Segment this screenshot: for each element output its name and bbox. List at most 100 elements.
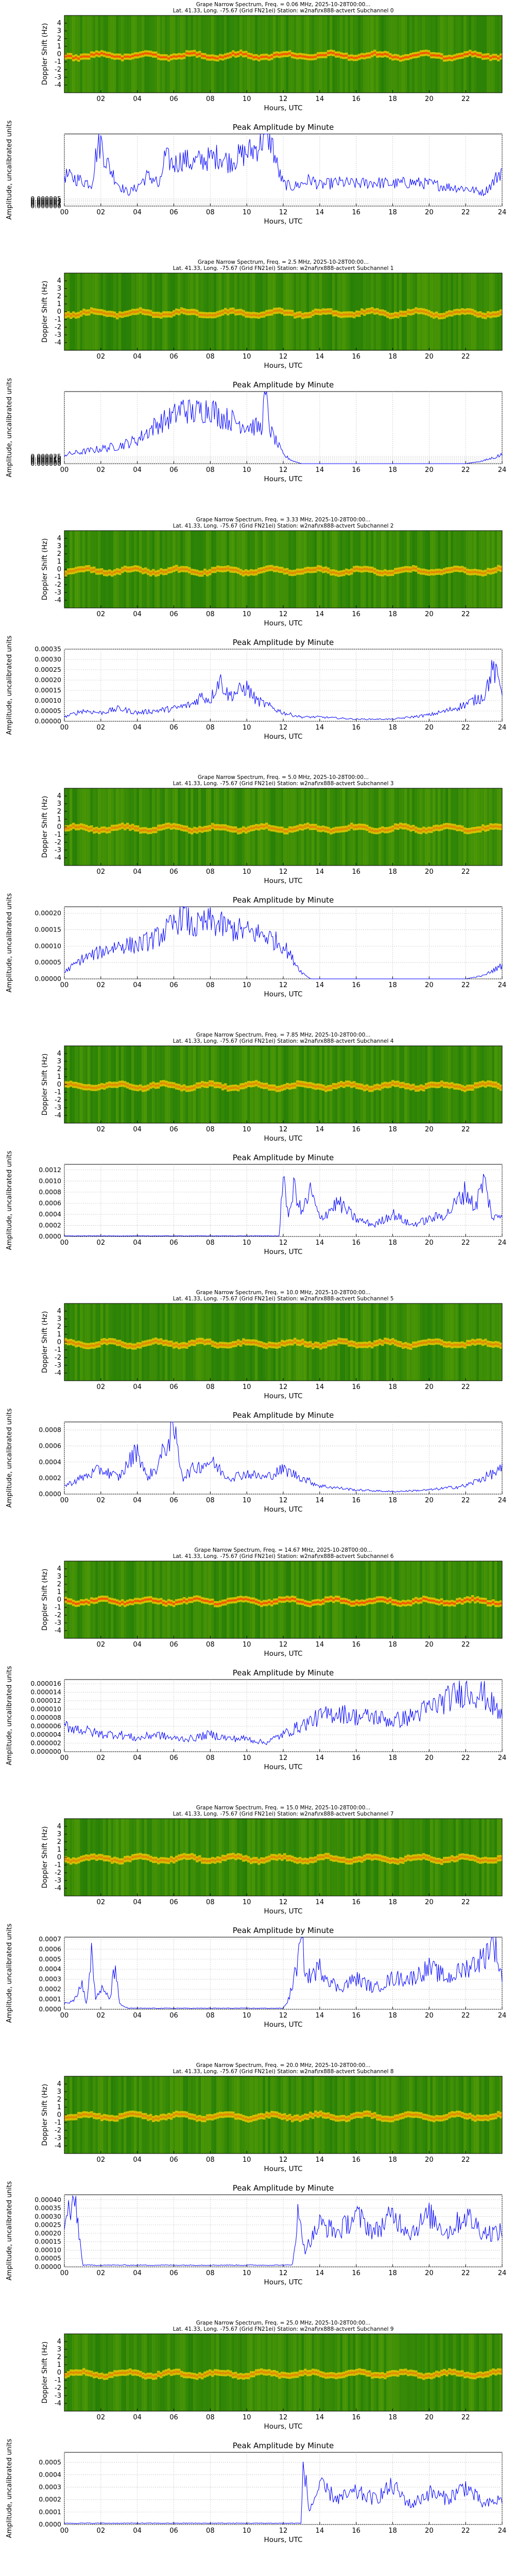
carrier-band (384, 1337, 387, 1344)
carrier-core (317, 1344, 320, 1346)
carrier-core (144, 1599, 147, 1601)
carrier-core (309, 569, 312, 571)
carrier-core (196, 1084, 199, 1087)
carrier-band (371, 827, 374, 834)
carrier-core (427, 1599, 431, 1601)
amplitude-xtick-label: 20 (425, 981, 434, 989)
amplitude-ytick-label: 0.0007 (39, 1935, 61, 1943)
carrier-core (111, 1340, 114, 1343)
carrier-band (90, 567, 93, 573)
carrier-core (409, 1857, 413, 1859)
amplitude-xtick-label: 04 (133, 1497, 142, 1504)
carrier-band (330, 569, 333, 576)
carrier-band (497, 311, 500, 317)
spectrum-title: Grape Narrow Spectrum, Freq. = 2.5 MHz, … (198, 259, 369, 265)
carrier-core (227, 827, 230, 829)
carrier-core (381, 828, 384, 831)
spectrum-column (108, 531, 111, 608)
carrier-band (433, 569, 436, 575)
carrier-core (93, 829, 96, 832)
carrier-core (214, 1859, 217, 1862)
carrier-band (476, 1338, 479, 1345)
carrier-band (363, 566, 366, 572)
carrier-band (469, 1340, 472, 1346)
carrier-band (144, 1340, 147, 1347)
carrier-band (185, 1854, 188, 1860)
carrier-band (430, 311, 433, 318)
carrier-core (312, 569, 315, 571)
amplitude-xtick-label: 22 (461, 981, 470, 989)
spectrum-xtick-label: 22 (461, 95, 470, 103)
spectrum-column (402, 15, 405, 93)
spectrum-column (464, 1046, 467, 1123)
spectrum-column (201, 2076, 204, 2154)
spectrum-column (252, 531, 255, 608)
spectrum-column (227, 1046, 230, 1123)
carrier-core (82, 1857, 85, 1859)
carrier-band (453, 1342, 456, 1348)
spectrum-column (173, 1561, 176, 1638)
carrier-core (82, 311, 85, 313)
carrier-core (100, 311, 104, 313)
carrier-core (301, 826, 304, 829)
carrier-band (147, 828, 150, 835)
carrier-band (283, 1084, 286, 1091)
carrier-core (425, 1856, 428, 1858)
spectrum-column (263, 1819, 266, 1896)
carrier-core (270, 1344, 273, 1346)
carrier-band (399, 567, 402, 573)
carrier-band (294, 312, 297, 319)
spectrum-column (487, 1561, 490, 1638)
carrier-band (85, 309, 88, 316)
amplitude-xtick-label: 18 (388, 209, 397, 216)
carrier-band (77, 1082, 80, 1089)
carrier-band (394, 1080, 397, 1087)
carrier-band (136, 565, 140, 572)
carrier-band (335, 570, 338, 577)
carrier-band (420, 1340, 423, 1347)
spectrum-xtick-label: 20 (425, 1126, 434, 1133)
carrier-core (193, 1086, 196, 1089)
carrier-band (340, 1338, 343, 1345)
carrier-core (471, 1087, 474, 1089)
spectrum-column (108, 2076, 111, 2154)
carrier-band (126, 1082, 129, 1089)
carrier-core (384, 829, 387, 832)
carrier-band (196, 310, 199, 316)
carrier-core (201, 828, 204, 831)
carrier-band (183, 308, 186, 315)
carrier-core (286, 570, 289, 572)
carrier-band (394, 823, 397, 830)
carrier-band (152, 311, 155, 318)
amplitude-xtick-label: 08 (206, 981, 215, 989)
carrier-core (108, 1599, 111, 1602)
carrier-core (386, 53, 389, 56)
amplitude-xtick-label: 14 (316, 1497, 324, 1504)
carrier-band (234, 309, 237, 316)
carrier-core (335, 312, 338, 315)
carrier-core (353, 826, 356, 828)
carrier-core (214, 1603, 217, 1605)
carrier-core (183, 1855, 186, 1857)
carrier-core (407, 1345, 410, 1347)
carrier-core (278, 568, 281, 571)
carrier-core (82, 55, 85, 58)
carrier-core (214, 314, 217, 316)
carrier-core (167, 1343, 170, 1345)
carrier-core (476, 1859, 479, 1861)
carrier-core (263, 825, 266, 828)
carrier-core (198, 1598, 201, 1600)
carrier-band (420, 828, 423, 835)
amplitude-ytick-label: 0.000001 (30, 200, 61, 208)
carrier-core (232, 1343, 235, 1346)
carrier-band (201, 1080, 204, 1087)
carrier-band (453, 309, 456, 316)
spectrum-column (469, 1046, 472, 1123)
spectrum-column (348, 531, 351, 608)
carrier-core (430, 1083, 433, 1086)
carrier-band (121, 567, 124, 573)
carrier-band (162, 1857, 165, 1863)
carrier-band (191, 1085, 194, 1092)
carrier-core (232, 1087, 235, 1089)
